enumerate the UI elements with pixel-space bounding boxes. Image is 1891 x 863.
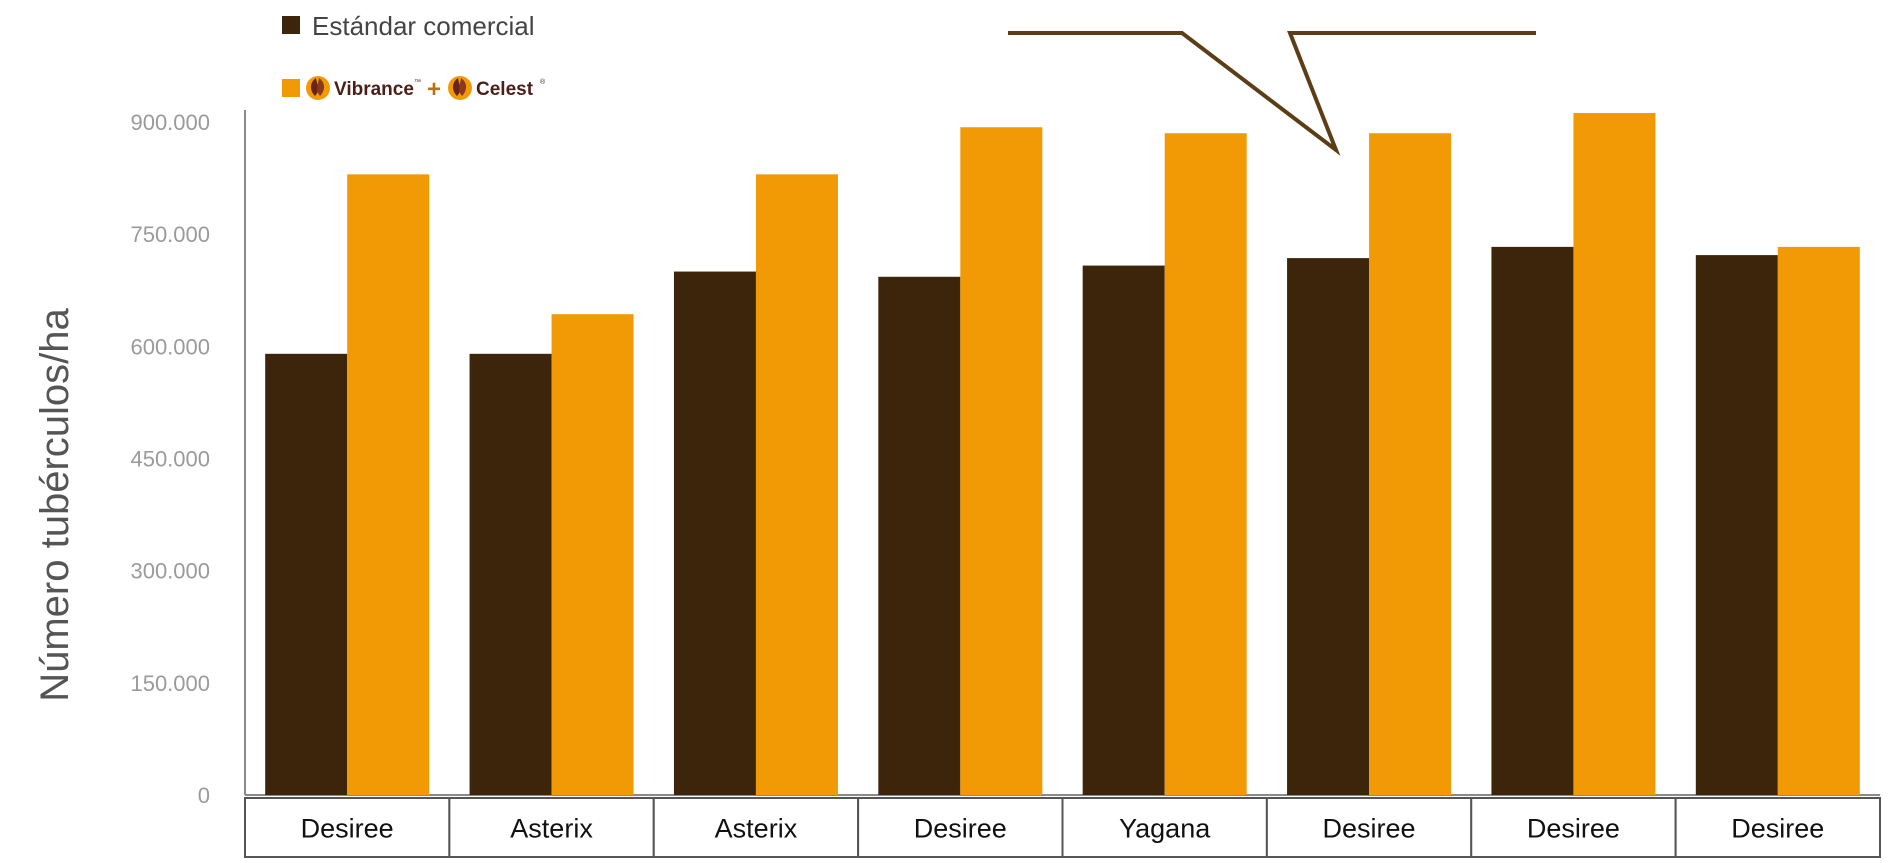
legend-brand-vibrance: Vibrance [334, 79, 414, 100]
y-tick-label: 900.000 [130, 110, 210, 135]
callout-outline [1008, 31, 1536, 156]
bar-vibrance-celest [755, 174, 838, 795]
bar-standard [1082, 265, 1165, 795]
bar-vibrance-celest [1777, 246, 1860, 795]
legend-brand-celest: Celest [476, 79, 534, 100]
legend-label-standard: Estándar comercial [312, 11, 535, 41]
bar-standard [1695, 255, 1778, 796]
x-tick-label: Desiree [1731, 814, 1824, 844]
bar-vibrance-celest [551, 314, 634, 795]
x-tick-label: Desiree [914, 814, 1007, 844]
y-tick-label: 0 [198, 783, 210, 808]
legend-trademark-celest: ® [540, 78, 546, 86]
bar-vibrance-celest [1164, 133, 1247, 795]
bar-standard [265, 353, 348, 795]
x-tick-label: Asterix [715, 814, 798, 844]
category-table: Desiree Asterix Asterix Desiree Yagana Desire… [244, 797, 1881, 858]
bar-standard [1491, 246, 1574, 795]
x-tick-label: Yagana [1119, 814, 1211, 844]
legend-swatch-vibrance-celest [282, 79, 300, 97]
legend-trademark-vibrance: ™ [414, 79, 421, 86]
bar-standard [673, 271, 756, 795]
x-tick-label: Desiree [1527, 814, 1620, 844]
vibrance-logo-icon [306, 76, 330, 100]
y-tick-label: 750.000 [130, 222, 210, 247]
category-cell [1061, 797, 1268, 858]
y-tick-label: 450.000 [130, 447, 210, 472]
bar-standard [1287, 258, 1370, 795]
y-tick-label: 150.000 [130, 671, 210, 696]
bar-vibrance-celest [960, 127, 1043, 796]
bar-vibrance-celest [347, 174, 430, 795]
legend-plus: + [427, 76, 441, 103]
bar-vibrance-celest [1573, 113, 1656, 795]
y-tick-labels: 0 150.000 300.000 450.000 600.000 750.000 900.… [130, 110, 210, 808]
legend-swatch-standard [282, 16, 300, 34]
category-cell [244, 797, 451, 858]
x-tick-label: Desiree [1323, 814, 1416, 844]
bars [265, 113, 1860, 796]
celest-logo-icon [448, 76, 472, 100]
x-tick-label: Asterix [510, 814, 593, 844]
bar-vibrance-celest [1369, 133, 1452, 795]
x-tick-label: Desiree [301, 814, 394, 844]
category-cell [448, 797, 655, 858]
bar-standard [878, 276, 961, 795]
category-cell [1674, 797, 1881, 858]
y-tick-label: 600.000 [130, 334, 210, 359]
bar-standard [469, 353, 552, 795]
legend: Estándar comercial Vibrance ™ + Celest ® [282, 11, 546, 103]
y-axis-label: Número tubérculos/ha [33, 307, 77, 701]
y-tick-label: 300.000 [130, 559, 210, 584]
